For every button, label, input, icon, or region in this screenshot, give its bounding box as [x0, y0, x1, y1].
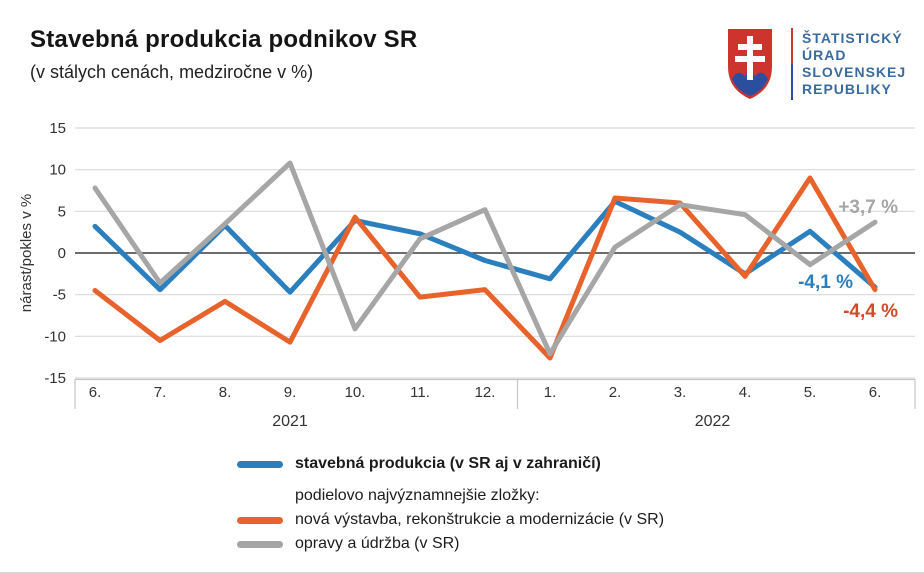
value-annotation: -4,1 % [798, 272, 853, 293]
y-tick-label: 0 [58, 245, 66, 262]
x-tick-label: 8. [219, 384, 232, 401]
slovak-coat-of-arms-icon [728, 29, 772, 99]
x-tick-label: 1. [544, 384, 557, 401]
legend-swatch-blue [237, 460, 283, 468]
x-tick-label: 7. [154, 384, 167, 401]
org-line: ŠTATISTICKÝ [802, 30, 903, 46]
legend-note-row: podielovo najvýznamnejšie zložky: [237, 487, 664, 505]
year-label: 2022 [695, 413, 731, 430]
y-tick-label: -15 [44, 370, 66, 387]
line-chart: nárast/pokles v % 15 10 5 0 -5 -10 -15 6. 7. 8. 9.… [18, 120, 916, 430]
x-tick-label: 2. [609, 384, 622, 401]
legend-spacer [237, 493, 283, 500]
legend-swatch-gray [237, 540, 283, 548]
x-tick-label: 3. [674, 384, 687, 401]
x-tick-label: 10. [345, 384, 366, 401]
x-tick-label: 5. [804, 384, 817, 401]
y-tick-label: -10 [44, 328, 66, 345]
x-tick-label: 6. [89, 384, 102, 401]
statistical-office-logo: ŠTATISTICKÝ ÚRAD SLOVENSKEJ REPUBLIKY [727, 28, 906, 100]
legend-item-opravy-udrzba: opravy a údržba (v SR) [237, 535, 664, 553]
legend-note: podielovo najvýznamnejšie zložky: [295, 487, 540, 504]
y-tick-label: 10 [49, 162, 66, 179]
x-tick-label: 12. [475, 384, 496, 401]
legend-item-stavebna-produkcia: stavebná produkcia (v SR aj v zahraničí) [237, 455, 664, 473]
x-tick-label: 11. [410, 384, 430, 401]
line-nova-vystavba [92, 175, 878, 361]
legend-label: nová výstavba, rekonštrukcie a modernizá… [295, 511, 665, 528]
year-label: 2021 [272, 413, 308, 430]
chart-area: nárast/pokles v % 15 10 5 0 -5 -10 -15 6. 7. 8. 9.… [0, 113, 924, 443]
logo-divider [791, 28, 793, 100]
x-tick-label: 6. [869, 384, 882, 401]
chart-title: Stavebná produkcia podnikov SR [30, 26, 418, 53]
y-tick-label: 15 [49, 120, 66, 137]
legend-label: opravy a údržba (v SR) [295, 535, 460, 552]
y-axis-label: nárast/pokles v % [18, 194, 35, 312]
org-line: REPUBLIKY [802, 81, 892, 97]
line-opravy-a-udrzba [92, 160, 878, 357]
legend-label: stavebná produkcia (v SR aj v zahraničí) [295, 455, 601, 472]
org-line: ÚRAD [802, 47, 847, 63]
x-tick-label: 9. [284, 384, 297, 401]
org-line: SLOVENSKEJ [802, 64, 907, 80]
value-annotation: -4,4 % [843, 301, 898, 322]
organization-name: ŠTATISTICKÝ ÚRAD SLOVENSKEJ REPUBLIKY [802, 28, 906, 98]
chart-subtitle: (v stálych cenách, medziročne v %) [30, 62, 314, 82]
legend-item-nova-vystavba: nová výstavba, rekonštrukcie a modernizá… [237, 511, 664, 529]
value-annotation: +3,7 % [838, 197, 898, 218]
legend-swatch-orange [237, 516, 283, 524]
legend: stavebná produkcia (v SR aj v zahraničí)… [237, 455, 664, 559]
y-tick-label: 5 [58, 203, 66, 220]
y-tick-label: -5 [53, 287, 66, 304]
x-tick-label: 4. [739, 384, 752, 401]
